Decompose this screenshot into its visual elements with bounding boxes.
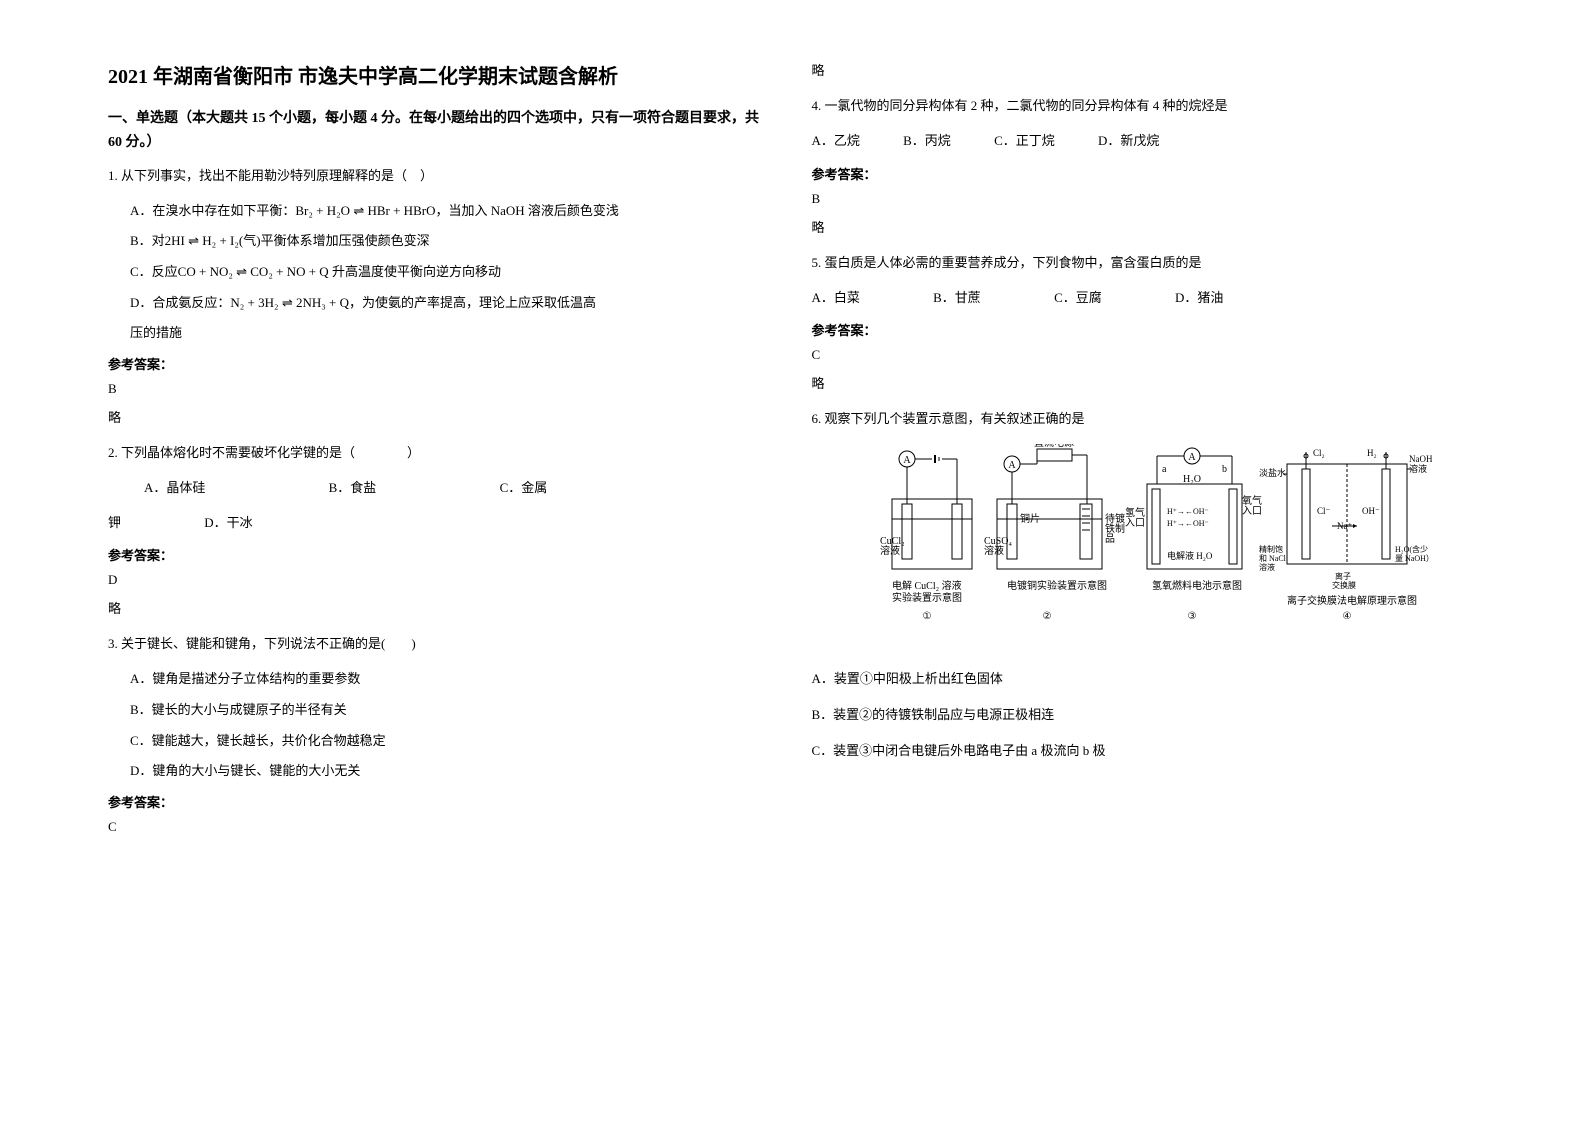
- svg-text:H⁺→←OH⁻: H⁺→←OH⁻: [1167, 519, 1209, 528]
- svg-text:②: ②: [1042, 611, 1051, 622]
- svg-text:品: 品: [1105, 533, 1115, 545]
- svg-text:离子: 离子: [1335, 571, 1351, 581]
- brief: 略: [108, 598, 776, 617]
- answer-label: 参考答案：: [108, 545, 776, 564]
- q6-optA: A．装置①中阳极上析出红色固体: [812, 666, 1480, 692]
- brief: 略: [108, 407, 776, 426]
- svg-text:量 NaOH）: 量 NaOH）: [1395, 554, 1432, 563]
- q3-optC: C．键能越大，键长越长，共价化合物越稳定: [130, 729, 776, 754]
- formula: 2HI ⇌ H₂ + I₂(气): [165, 233, 261, 248]
- svg-text:和 NaCl: 和 NaCl: [1259, 554, 1287, 563]
- q2-answer: D: [108, 572, 776, 588]
- formula: N₂ + 3H₂ ⇌ 2NH₃ + Q: [230, 295, 349, 310]
- q1-optA: A．在溴水中存在如下平衡：Br₂ + H₂O ⇌ HBr + HBrO，当加入 …: [130, 199, 776, 224]
- q4-answer: B: [812, 191, 1480, 207]
- q1-optB: B．对2HI ⇌ H₂ + I₂(气)平衡体系增加压强使颜色变深: [130, 229, 776, 254]
- q1-optC: C．反应CO + NO₂ ⇌ CO₂ + NO + Q 升高温度使平衡向逆方向移…: [130, 260, 776, 285]
- svg-text:A: A: [1188, 452, 1196, 463]
- q1-optD-line2: 压的措施: [130, 321, 776, 346]
- svg-text:b: b: [1222, 464, 1227, 475]
- svg-text:Cl⁻: Cl⁻: [1317, 506, 1331, 516]
- q1-stem: 1. 从下列事实，找出不能用勒沙特列原理解释的是（ ）: [108, 163, 776, 189]
- svg-text:H₂O: H₂O: [1183, 474, 1201, 485]
- q5-options: A．白菜 B．甘蔗 C．豆腐 D．猪油: [812, 286, 1480, 311]
- q2-options-1: A．晶体硅 B．食盐 C．金属: [108, 476, 776, 501]
- q4-stem: 4. 一氯代物的同分异构体有 2 种，二氯代物的同分异构体有 4 种的烷烃是: [812, 93, 1480, 119]
- svg-text:④: ④: [1342, 611, 1351, 622]
- q6-optC: C．装置③中闭合电键后外电路电子由 a 极流向 b 极: [812, 738, 1480, 764]
- q1-answer: B: [108, 381, 776, 397]
- svg-text:交换膜: 交换膜: [1332, 580, 1356, 590]
- svg-text:①: ①: [922, 611, 931, 622]
- svg-text:入口: 入口: [1242, 506, 1262, 517]
- svg-text:Cl₂: Cl₂: [1313, 448, 1325, 458]
- formula: CO + NO₂ ⇌ CO₂ + NO + Q: [178, 264, 329, 279]
- q1-optD: D．合成氨反应：N₂ + 3H₂ ⇌ 2NH₃ + Q，为使氨的产率提高，理论上…: [130, 291, 776, 316]
- answer-label: 参考答案：: [108, 354, 776, 373]
- section-header: 一、单选题（本大题共 15 个小题，每小题 4 分。在每小题给出的四个选项中，只…: [108, 107, 776, 155]
- svg-text:③: ③: [1187, 611, 1196, 622]
- svg-text:离子交换膜法电解原理示意图: 离子交换膜法电解原理示意图: [1287, 594, 1417, 607]
- svg-text:电镀铜实验装置示意图: 电镀铜实验装置示意图: [1007, 579, 1107, 592]
- answer-label: 参考答案：: [812, 320, 1480, 339]
- brief: 略: [812, 60, 1480, 79]
- svg-text:电解 CuCl₂ 溶液: 电解 CuCl₂ 溶液: [892, 579, 962, 592]
- q3-stem: 3. 关于键长、键能和键角，下列说法不正确的是( ): [108, 631, 776, 657]
- right-column: 略 4. 一氯代物的同分异构体有 2 种，二氯代物的同分异构体有 4 种的烷烃是…: [794, 60, 1498, 1062]
- q2-options-2: 钾 D．干冰: [108, 511, 776, 536]
- diagram-1: A CuCl₂ 溶液 电解 CuCl₂ 溶液 实验装置示意图 ①: [880, 451, 972, 622]
- svg-text:a: a: [1162, 464, 1167, 475]
- svg-text:入口: 入口: [1125, 518, 1145, 529]
- svg-text:直流电源: 直流电源: [1034, 444, 1074, 449]
- formula: Br₂ + H₂O ⇌ HBr + HBrO: [295, 203, 435, 218]
- q3-optD: D．键角的大小与键长、键能的大小无关: [130, 759, 776, 784]
- q6-diagram: A CuCl₂ 溶液 电解 CuCl₂ 溶液 实验装置示意图 ①: [872, 444, 1432, 654]
- brief: 略: [812, 217, 1480, 236]
- q6-stem: 6. 观察下列几个装置示意图，有关叙述正确的是: [812, 406, 1480, 432]
- q2-stem: 2. 下列晶体熔化时不需要破坏化学键的是（ ）: [108, 440, 776, 466]
- svg-text:H⁺→←OH⁻: H⁺→←OH⁻: [1167, 507, 1209, 516]
- answer-label: 参考答案：: [108, 792, 776, 811]
- svg-text:A: A: [1008, 460, 1016, 471]
- svg-text:A: A: [903, 455, 911, 466]
- answer-label: 参考答案：: [812, 164, 1480, 183]
- diagram-2: A 直流电源 铜片 待镀 铁制 品 CuSO₄: [984, 444, 1125, 622]
- svg-text:溶液: 溶液: [984, 544, 1004, 557]
- svg-text:氢氧燃料电池示意图: 氢氧燃料电池示意图: [1152, 579, 1242, 592]
- svg-text:NaOH: NaOH: [1409, 454, 1432, 464]
- svg-text:淡盐水: 淡盐水: [1259, 467, 1286, 478]
- svg-text:实验装置示意图: 实验装置示意图: [892, 591, 962, 604]
- q3-optB: B．键长的大小与成键原子的半径有关: [130, 698, 776, 723]
- svg-text:H₂: H₂: [1367, 448, 1377, 458]
- diagram-4: Cl₂ H₂ NaOH 溶液 淡盐水 Cl⁻ OH⁻ Na⁺ 精制饱 和 NaC…: [1259, 448, 1432, 622]
- page-title: 2021 年湖南省衡阳市 市逸夫中学高二化学期末试题含解析: [108, 60, 776, 89]
- q4-options: A．乙烷 B．丙烷 C．正丁烷 D．新戊烷: [812, 129, 1480, 154]
- q3-optA: A．键角是描述分子立体结构的重要参数: [130, 667, 776, 692]
- svg-text:溶液: 溶液: [1259, 562, 1275, 572]
- left-column: 2021 年湖南省衡阳市 市逸夫中学高二化学期末试题含解析 一、单选题（本大题共…: [90, 60, 794, 1062]
- q6-optB: B．装置②的待镀铁制品应与电源正极相连: [812, 702, 1480, 728]
- svg-text:溶液: 溶液: [880, 544, 900, 557]
- diagram-3: A a b H₂O 氢气 入口 氧气 入口 H⁺→←OH⁻ H⁺→←OH⁻ 电解…: [1125, 448, 1262, 622]
- q3-answer: C: [108, 819, 776, 835]
- svg-text:铜片: 铜片: [1020, 512, 1040, 525]
- svg-text:精制饱: 精制饱: [1259, 544, 1283, 554]
- diagram-svg: A CuCl₂ 溶液 电解 CuCl₂ 溶液 实验装置示意图 ①: [872, 444, 1432, 654]
- q5-answer: C: [812, 347, 1480, 363]
- brief: 略: [812, 373, 1480, 392]
- svg-text:OH⁻: OH⁻: [1362, 506, 1380, 516]
- svg-text:H₂O(含少: H₂O(含少: [1395, 544, 1428, 554]
- q5-stem: 5. 蛋白质是人体必需的重要营养成分，下列食物中，富含蛋白质的是: [812, 250, 1480, 276]
- svg-text:电解液 H₂O: 电解液 H₂O: [1167, 550, 1213, 561]
